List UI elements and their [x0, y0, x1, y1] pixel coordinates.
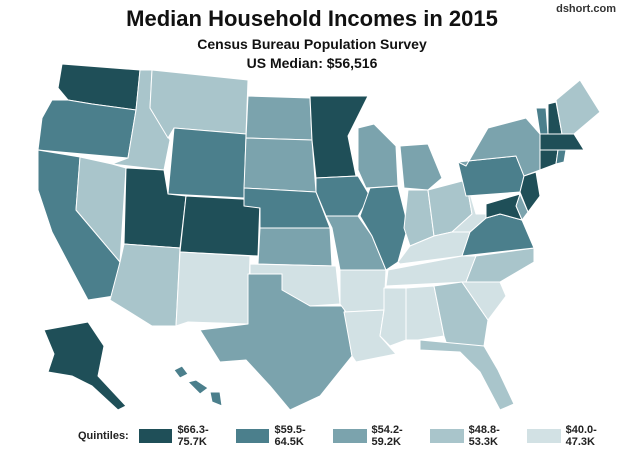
state-wy [167, 127, 247, 199]
legend-item-q1: $66.3-75.7K [138, 424, 222, 448]
us-income-map [37, 63, 601, 411]
legend-item-q3: $54.2-59.2K [332, 424, 416, 448]
legend-label: Quintiles: [78, 430, 129, 442]
state-ct [539, 149, 559, 171]
state-nd [245, 95, 313, 141]
state-tx [199, 273, 353, 411]
legend-swatch-q2 [235, 429, 270, 443]
state-az [109, 243, 181, 327]
legend-swatch-q1 [138, 429, 173, 443]
legend-item-q5: $40.0-47.3K [526, 424, 610, 448]
legend-swatch-q4 [429, 429, 464, 443]
legend-swatch-q5 [526, 429, 561, 443]
legend-swatch-q3 [332, 429, 367, 443]
state-vt [535, 107, 549, 135]
legend-text-q1: $66.3-75.7K [177, 424, 209, 448]
state-sd [243, 137, 317, 193]
map-title: Median Household Incomes in 2015 [126, 6, 498, 31]
state-ri [555, 149, 567, 165]
state-ak [43, 321, 127, 411]
state-md [485, 193, 523, 221]
state-nc [465, 247, 535, 283]
legend-text-q5: $40.0-47.3K [565, 424, 597, 448]
state-hi [173, 365, 223, 407]
state-nj [519, 171, 541, 213]
state-ar [339, 269, 387, 313]
state-il [359, 185, 409, 271]
state-me [555, 79, 601, 135]
source-credit: dshort.com [556, 3, 616, 15]
state-wi [357, 123, 399, 189]
state-nv [75, 156, 127, 263]
state-fl [419, 339, 515, 411]
state-ms [379, 287, 407, 347]
state-al [405, 285, 445, 341]
map-subtitle: Census Bureau Population Survey [197, 36, 427, 52]
state-ma [539, 133, 585, 151]
legend-text-q4: $48.8-53.3K [468, 424, 500, 448]
state-or [37, 99, 137, 159]
legend-text-q3: $54.2-59.2K [371, 424, 403, 448]
state-wv [451, 179, 501, 233]
state-ks [257, 227, 333, 267]
state-mi [399, 143, 443, 191]
us-median-label: US Median: $56,516 [246, 55, 378, 71]
state-nm [175, 251, 251, 327]
legend-item-q2: $59.5-64.5K [235, 424, 319, 448]
legend-item-q4: $48.8-53.3K [429, 424, 513, 448]
quintile-legend: Quintiles: $66.3-75.7K $59.5-64.5K $54.2… [0, 424, 624, 448]
state-mt [149, 69, 249, 139]
legend-text-q2: $59.5-64.5K [274, 424, 306, 448]
